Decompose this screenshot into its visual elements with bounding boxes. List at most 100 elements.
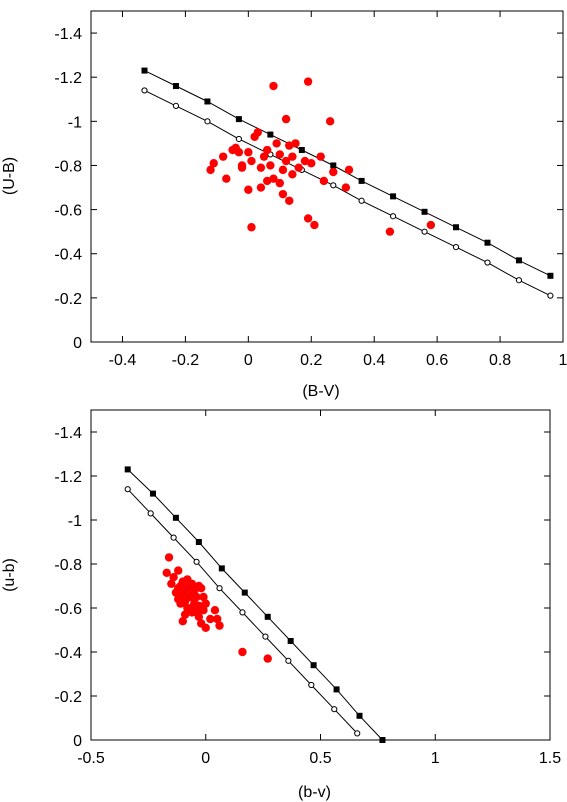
x-tick-label: 0: [244, 352, 253, 369]
data-point: [164, 553, 174, 562]
data-point: [218, 152, 228, 161]
circle-point: [285, 657, 292, 664]
data-point: [171, 588, 181, 597]
circle-point: [330, 182, 337, 189]
y-tick-label: -0.6: [54, 601, 82, 618]
data-point: [183, 584, 192, 593]
square-point: [149, 490, 156, 497]
circle-point: [262, 633, 269, 640]
circle-point: [389, 213, 397, 220]
data-point: [244, 148, 253, 157]
x-tick-label: 1.5: [539, 750, 561, 767]
data-point: [325, 117, 335, 126]
y-tick-label: -1: [68, 513, 82, 530]
series-2: [162, 553, 272, 663]
x-axis-label: (B-V): [302, 383, 339, 400]
square-point: [330, 162, 337, 169]
data-point: [310, 220, 319, 230]
square-point: [287, 638, 294, 644]
series-1: [124, 486, 361, 737]
square-point: [298, 147, 305, 154]
data-point: [307, 159, 316, 168]
data-point: [256, 183, 266, 192]
x-tick-label: 0.6: [426, 352, 448, 369]
data-point: [213, 614, 222, 624]
x-tick-label: 0.4: [363, 352, 385, 369]
square-point: [267, 131, 274, 138]
data-point: [341, 183, 351, 192]
circle-point: [170, 534, 177, 541]
y-tick-label: -1.4: [54, 425, 82, 442]
data-point: [199, 592, 208, 602]
square-point: [547, 272, 554, 279]
square-point: [124, 466, 131, 473]
circle-point: [331, 706, 338, 713]
circle-point: [216, 585, 223, 592]
x-tick-label: 0.8: [489, 352, 511, 369]
data-point: [275, 150, 284, 159]
series-1: [141, 87, 554, 299]
data-point: [288, 152, 297, 161]
data-point: [192, 592, 201, 602]
circle-point: [308, 681, 315, 689]
square-point: [484, 239, 491, 246]
data-point: [180, 610, 190, 619]
data-point: [178, 617, 187, 626]
data-point: [344, 165, 354, 175]
data-point: [385, 227, 395, 236]
y-tick-label: 0: [73, 733, 82, 750]
data-point: [194, 612, 204, 621]
y-tick-label: 0: [73, 335, 82, 352]
data-point: [285, 196, 294, 205]
circle-point: [235, 135, 242, 143]
data-point: [162, 568, 171, 577]
circle-point: [141, 87, 148, 94]
series-2: [206, 77, 436, 236]
data-point: [275, 178, 284, 188]
data-point: [269, 81, 278, 91]
circle-point: [124, 486, 131, 493]
y-tick-label: -0.6: [54, 203, 82, 220]
ub-bv-stromgren-chart: -0.5 0 0.5 1 1.50-0.2-0.4-0.6-0.8-1-1.2-1.4(…: [1, 409, 561, 801]
x-tick-label: 0: [201, 750, 210, 767]
x-tick-label: 1: [559, 352, 567, 369]
y-tick-label: -0.8: [54, 557, 82, 574]
circle-point: [193, 558, 200, 565]
x-tick-label: -0.2: [172, 352, 200, 369]
y-tick-label: -0.2: [54, 291, 82, 308]
square-point: [172, 83, 179, 90]
data-point: [228, 145, 237, 155]
circle-point: [452, 244, 460, 251]
plot-frame: [90, 409, 551, 741]
data-point: [187, 608, 197, 617]
y-tick-label: -1.2: [54, 469, 82, 486]
data-point: [294, 163, 303, 172]
data-point: [176, 599, 185, 608]
circle-point: [421, 228, 428, 235]
square-point: [218, 565, 225, 572]
ub-bv-chart: -0.4 -0.2 0 0.2 0.4 0.6 0.8 1 0 -0.2 -0.4 -0.6 -0.8 -…: [1, 10, 567, 400]
x-tick-label: 1: [431, 750, 440, 767]
y-tick-label: -0.4: [54, 645, 82, 662]
y-axis-label: (u-b): [1, 558, 18, 592]
data-point: [266, 161, 275, 170]
data-point: [201, 599, 210, 608]
data-point: [281, 114, 291, 124]
square-point: [235, 116, 242, 123]
data-point: [167, 579, 176, 588]
y-axis-label: (U-B): [1, 157, 18, 195]
data-point: [209, 159, 218, 168]
data-point: [185, 592, 194, 602]
x-tick-label: -0.5: [77, 750, 105, 767]
data-point: [291, 139, 300, 148]
circle-point: [484, 259, 491, 266]
series-0: [124, 466, 386, 743]
data-point: [272, 139, 281, 148]
circle-point: [147, 510, 154, 517]
x-tick-label: -0.4: [109, 352, 137, 369]
data-point: [210, 606, 220, 615]
data-point: [263, 145, 272, 155]
data-point: [237, 161, 247, 170]
square-point: [172, 514, 179, 521]
square-point: [515, 257, 522, 264]
